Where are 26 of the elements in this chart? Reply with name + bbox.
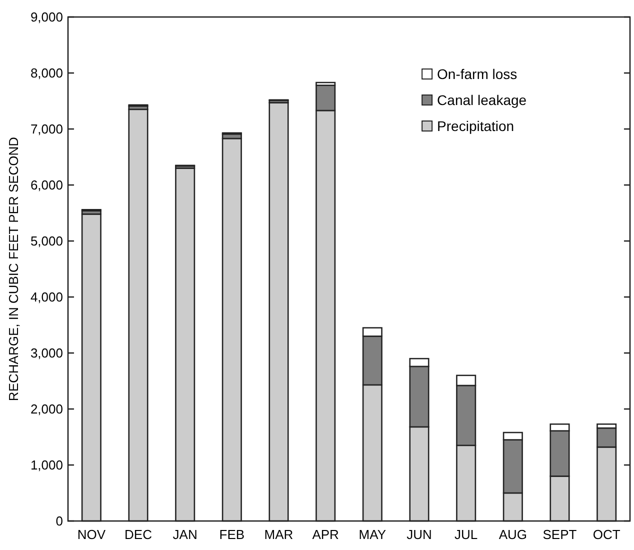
y-tick-label: 1,000 [30, 458, 63, 473]
y-tick-label: 2,000 [30, 402, 63, 417]
y-tick-label: 7,000 [30, 122, 63, 137]
y-axis-title: RECHARGE, IN CUBIC FEET PER SECOND [6, 136, 21, 402]
x-tick-label: MAR [264, 527, 294, 542]
x-tick-label: JUN [406, 527, 432, 542]
y-tick-label: 4,000 [30, 290, 63, 305]
x-tick-label: JUL [454, 527, 478, 542]
x-tick-label: FEB [219, 527, 245, 542]
x-tick-label: NOV [77, 527, 106, 542]
y-tick-label: 3,000 [30, 346, 63, 361]
x-tick-label: MAY [358, 527, 386, 542]
legend-label: Canal leakage [437, 92, 527, 108]
y-tick-label: 0 [56, 514, 63, 529]
y-tick-label: 8,000 [30, 66, 63, 81]
x-tick-label: DEC [124, 527, 152, 542]
x-tick-label: AUG [498, 527, 528, 542]
y-tick-label: 6,000 [30, 178, 63, 193]
legend-label: On-farm loss [437, 66, 518, 82]
x-tick-label: SEPT [542, 527, 577, 542]
y-tick-label: 5,000 [30, 234, 63, 249]
x-tick-label: JAN [172, 527, 198, 542]
x-tick-label: APR [312, 527, 339, 542]
y-tick-label: 9,000 [30, 10, 63, 25]
legend-label: Precipitation [437, 118, 514, 134]
x-tick-label: OCT [592, 527, 620, 542]
